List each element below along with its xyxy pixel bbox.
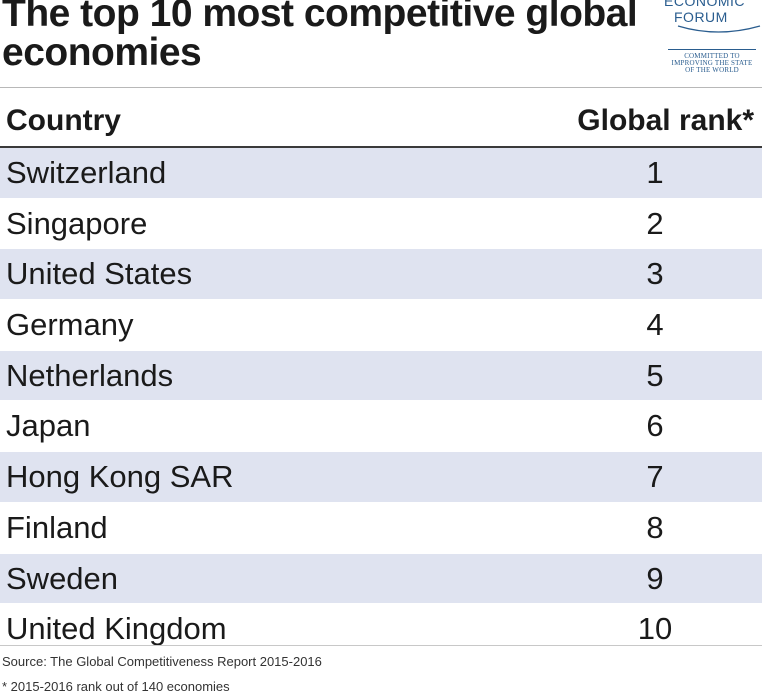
rank-cell: 6 [646, 408, 664, 444]
rank-cell: 8 [646, 509, 664, 545]
rank-cell: 7 [646, 459, 664, 495]
column-header-rank: Global rank* [577, 104, 754, 137]
table-row: Hong Kong SAR 7 [0, 452, 762, 503]
logo-word-forum: FORUM [674, 9, 728, 25]
table-row: Switzerland 1 [0, 148, 762, 199]
rank-cell: 1 [646, 155, 664, 190]
rank-cell: 10 [637, 611, 673, 647]
table-row: Netherlands 5 [0, 350, 762, 402]
logo-word-economic: ECONOMIC [664, 0, 745, 9]
table-row: Germany 4 [0, 300, 762, 351]
table-row: Sweden 9 [0, 553, 762, 605]
country-cell: Switzerland [6, 155, 167, 190]
logo-tagline-1: COMMITTED TO [684, 52, 740, 60]
title-divider [0, 87, 762, 88]
country-cell: Singapore [6, 205, 148, 241]
rank-cell: 5 [646, 357, 664, 393]
footnote: * 2015-2016 rank out of 140 economies [2, 679, 230, 694]
country-cell: Sweden [6, 560, 119, 596]
country-cell: Japan [6, 408, 91, 444]
rank-cell: 9 [646, 560, 664, 596]
country-cell: Finland [6, 509, 108, 545]
rankings-table: Country Global rank* Switzerland 1 Singapo… [0, 100, 762, 655]
logo-rule [668, 49, 756, 50]
country-cell: United Kingdom [6, 611, 227, 647]
rank-cell: 2 [646, 205, 664, 241]
logo-arc-icon [677, 25, 761, 33]
rank-cell: 3 [646, 256, 664, 292]
table-bottom-divider [0, 645, 762, 646]
table-body: Switzerland 1 Singapore 2 United States 3 Germ… [0, 148, 762, 655]
table-row: United States 3 [0, 249, 762, 301]
country-cell: United States [6, 256, 193, 292]
table-row: Singapore 2 [0, 198, 762, 250]
table-row: Japan 6 [0, 401, 762, 453]
table-row: Finland 8 [0, 502, 762, 554]
country-cell: Netherlands [6, 357, 174, 393]
column-header-country: Country [6, 104, 121, 137]
page-title: The top 10 most competitive global econo… [2, 0, 638, 74]
source-note: Source: The Global Competitiveness Repor… [2, 654, 322, 669]
logo-tagline-3: OF THE WORLD [685, 66, 739, 74]
table-row: United Kingdom 10 [0, 604, 762, 655]
country-cell: Germany [6, 307, 134, 343]
logo-tagline-2: IMPROVING THE STATE [671, 59, 753, 67]
country-cell: Hong Kong SAR [6, 459, 234, 495]
table-header: Country Global rank* [0, 100, 762, 148]
wef-logo: ECONOMIC FORUM COMMITTED TO IMPROVING TH… [660, 0, 762, 74]
rank-cell: 4 [646, 307, 664, 343]
